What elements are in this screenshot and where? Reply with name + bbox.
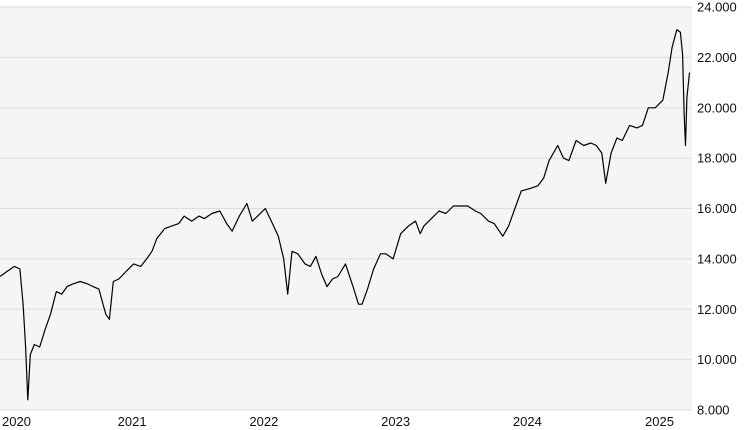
grid-lines xyxy=(0,6,692,411)
x-tick-label: 2020 xyxy=(2,414,31,429)
y-tick-label: 10.000 xyxy=(697,352,737,367)
x-tick-label: 2021 xyxy=(118,414,147,429)
y-tick-label: 22.000 xyxy=(697,50,737,65)
x-tick-label: 2025 xyxy=(645,414,674,429)
y-tick-label: 8.000 xyxy=(697,403,730,418)
y-axis-ticks: 8.000 10.000 12.000 14.000 16.000 18.000 20.00… xyxy=(697,0,737,418)
series-line xyxy=(0,29,691,401)
x-axis-ticks: 2020 2021 2022 2023 2024 2025 xyxy=(2,414,674,429)
y-tick-label: 20.000 xyxy=(697,100,737,115)
x-tick-label: 2022 xyxy=(249,414,278,429)
x-tick-label: 2023 xyxy=(381,414,410,429)
x-tick-label: 2024 xyxy=(513,414,542,429)
y-tick-label: 12.000 xyxy=(697,302,737,317)
y-tick-label: 24.000 xyxy=(697,0,737,15)
y-tick-label: 18.000 xyxy=(697,151,737,166)
series-layer xyxy=(0,29,691,401)
y-tick-label: 14.000 xyxy=(697,251,737,266)
y-tick-label: 16.000 xyxy=(697,201,737,216)
